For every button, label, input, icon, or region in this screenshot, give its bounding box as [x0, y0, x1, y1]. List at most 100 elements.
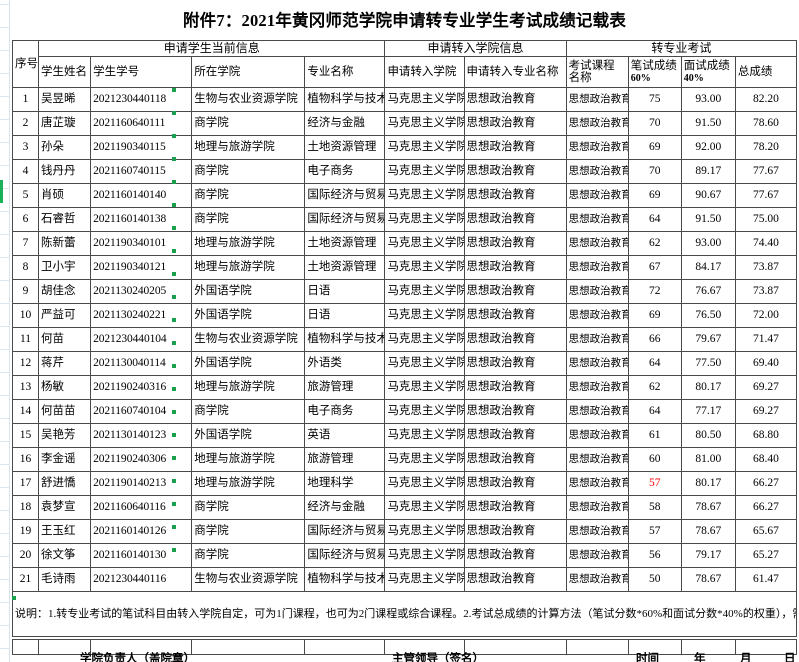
cell-to-college[interactable]: 马克思主义学院 — [384, 303, 465, 328]
cell-interview[interactable]: 84.17 — [680, 255, 736, 280]
cell-major[interactable]: 旅游管理 — [304, 375, 386, 400]
cell-major[interactable]: 日语 — [304, 303, 386, 328]
cell-total[interactable]: 73.87 — [734, 279, 798, 304]
cell-major[interactable]: 电子商务 — [304, 159, 386, 184]
cell-college[interactable]: 商学院 — [191, 159, 306, 184]
cell-sid[interactable]: 2021230440104 — [90, 327, 193, 352]
cell-written[interactable]: 70 — [627, 159, 682, 184]
cell-interview[interactable]: 80.17 — [680, 375, 736, 400]
cell-college[interactable]: 生物与农业资源学院 — [191, 567, 306, 592]
cell-course[interactable]: 思想政治教育学科知识综合 — [565, 231, 629, 256]
cell-to-major[interactable]: 思想政治教育 — [463, 207, 567, 232]
cell-to-major[interactable]: 思想政治教育 — [463, 567, 567, 592]
cell-college[interactable]: 商学院 — [191, 207, 306, 232]
cell-course[interactable]: 思想政治教育学科知识综合 — [565, 519, 629, 544]
cell-name[interactable]: 严益可 — [38, 303, 92, 328]
cell-total[interactable]: 66.27 — [734, 495, 798, 520]
cell-total[interactable]: 68.80 — [734, 423, 798, 448]
cell-name[interactable]: 杨敏 — [38, 375, 92, 400]
cell-college[interactable]: 商学院 — [191, 543, 306, 568]
cell-course[interactable]: 思想政治教育学科知识综合 — [565, 135, 629, 160]
cell-written[interactable]: 50 — [627, 567, 682, 592]
cell-course[interactable]: 思想政治教育学科知识综合 — [565, 207, 629, 232]
cell-index[interactable]: 3 — [11, 135, 40, 160]
cell-total[interactable]: 77.67 — [734, 183, 798, 208]
cell-to-major[interactable]: 思想政治教育 — [463, 303, 567, 328]
cell-total[interactable]: 68.40 — [734, 447, 798, 472]
cell-name[interactable]: 何苗 — [38, 327, 92, 352]
table-row[interactable]: 16 李金谣 2021190240306 地理与旅游学院 旅游管理 马克思主义学院 思想政治… — [11, 447, 798, 472]
cell-major[interactable]: 土地资源管理 — [304, 135, 386, 160]
cell-to-college[interactable]: 马克思主义学院 — [384, 207, 465, 232]
cell-interview[interactable]: 79.17 — [680, 543, 736, 568]
cell-to-college[interactable]: 马克思主义学院 — [384, 375, 465, 400]
cell-sid[interactable]: 2021160140140 — [90, 183, 193, 208]
cell-to-major[interactable]: 思想政治教育 — [463, 375, 567, 400]
cell-written[interactable]: 75 — [627, 87, 682, 112]
cell-total[interactable]: 82.20 — [734, 87, 798, 112]
cell-college[interactable]: 外国语学院 — [191, 303, 306, 328]
cell-course[interactable]: 思想政治教育学科知识综合 — [565, 303, 629, 328]
cell-course[interactable]: 思想政治教育学科知识综合 — [565, 567, 629, 592]
cell-sid[interactable]: 2021230440116 — [90, 567, 193, 592]
cell-total[interactable]: 74.40 — [734, 231, 798, 256]
cell-sid[interactable]: 2021190240316 — [90, 375, 193, 400]
cell-total[interactable]: 78.60 — [734, 111, 798, 136]
cell-interview[interactable]: 80.50 — [680, 423, 736, 448]
cell-to-college[interactable]: 马克思主义学院 — [384, 543, 465, 568]
cell-written[interactable]: 66 — [627, 327, 682, 352]
cell-sid[interactable]: 2021160640116 — [90, 495, 193, 520]
cell-interview[interactable]: 77.50 — [680, 351, 736, 376]
cell-course[interactable]: 思想政治教育学科知识综合 — [565, 183, 629, 208]
cell-to-college[interactable]: 马克思主义学院 — [384, 471, 465, 496]
cell-to-college[interactable]: 马克思主义学院 — [384, 231, 465, 256]
cell-written[interactable]: 62 — [627, 231, 682, 256]
cell-course[interactable]: 思想政治教育学科知识综合 — [565, 351, 629, 376]
cell-to-college[interactable]: 马克思主义学院 — [384, 327, 465, 352]
table-row[interactable]: 21 毛诗雨 2021230440116 生物与农业资源学院 植物科学与技术 马克思主义学… — [11, 567, 798, 592]
cell-name[interactable]: 蒋芹 — [38, 351, 92, 376]
cell-name[interactable]: 舒进憍 — [38, 471, 92, 496]
cell-index[interactable]: 8 — [11, 255, 40, 280]
cell-to-college[interactable]: 马克思主义学院 — [384, 519, 465, 544]
cell-major[interactable]: 土地资源管理 — [304, 255, 386, 280]
cell-name[interactable]: 徐文筝 — [38, 543, 92, 568]
cell-to-major[interactable]: 思想政治教育 — [463, 231, 567, 256]
cell-written[interactable]: 64 — [627, 399, 682, 424]
cell-to-college[interactable]: 马克思主义学院 — [384, 111, 465, 136]
cell-major[interactable]: 电子商务 — [304, 399, 386, 424]
table-row[interactable]: 4 钱丹丹 2021160740115 商学院 电子商务 马克思主义学院 思想政治教育 思想政… — [11, 159, 798, 184]
cell-written[interactable]: 69 — [627, 183, 682, 208]
cell-course[interactable]: 思想政治教育学科知识综合 — [565, 471, 629, 496]
cell-index[interactable]: 17 — [11, 471, 40, 496]
cell-to-major[interactable]: 思想政治教育 — [463, 351, 567, 376]
cell-written[interactable]: 64 — [627, 207, 682, 232]
cell-major[interactable]: 国际经济与贸易 — [304, 519, 386, 544]
cell-total[interactable]: 78.20 — [734, 135, 798, 160]
cell-index[interactable]: 14 — [11, 399, 40, 424]
cell-college[interactable]: 商学院 — [191, 399, 306, 424]
cell-name[interactable]: 何苗苗 — [38, 399, 92, 424]
cell-sid[interactable]: 2021190340101 — [90, 231, 193, 256]
cell-written[interactable]: 57 — [627, 519, 682, 544]
cell-index[interactable]: 11 — [11, 327, 40, 352]
cell-to-major[interactable]: 思想政治教育 — [463, 495, 567, 520]
cell-written[interactable]: 57 — [627, 471, 682, 496]
cell-college[interactable]: 生物与农业资源学院 — [191, 327, 306, 352]
cell-sid[interactable]: 2021160640111 — [90, 111, 193, 136]
cell-index[interactable]: 13 — [11, 375, 40, 400]
cell-name[interactable]: 吴艳芳 — [38, 423, 92, 448]
cell-name[interactable]: 石睿哲 — [38, 207, 92, 232]
cell-college[interactable]: 外国语学院 — [191, 279, 306, 304]
cell-sid[interactable]: 2021190340115 — [90, 135, 193, 160]
table-row[interactable]: 19 王玉红 2021160140126 商学院 国际经济与贸易 马克思主义学院 思想政治教… — [11, 519, 798, 544]
cell-course[interactable]: 思想政治教育学科知识综合 — [565, 399, 629, 424]
cell-name[interactable]: 胡佳念 — [38, 279, 92, 304]
cell-index[interactable]: 5 — [11, 183, 40, 208]
cell-total[interactable]: 77.67 — [734, 159, 798, 184]
cell-course[interactable]: 思想政治教育学科知识综合 — [565, 543, 629, 568]
table-row[interactable]: 10 严益可 2021130240221 外国语学院 日语 马克思主义学院 思想政治教育 思想… — [11, 303, 798, 328]
cell-major[interactable]: 经济与金融 — [304, 111, 386, 136]
cell-written[interactable]: 70 — [627, 111, 682, 136]
cell-to-college[interactable]: 马克思主义学院 — [384, 351, 465, 376]
